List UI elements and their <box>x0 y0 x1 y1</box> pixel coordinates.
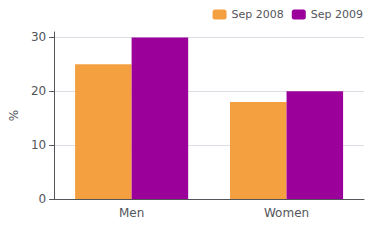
svg-text:30: 30 <box>31 30 46 44</box>
svg-text:20: 20 <box>31 84 46 98</box>
svg-text:Sep 2009: Sep 2009 <box>311 8 363 21</box>
svg-text:%: % <box>7 110 21 121</box>
svg-text:0: 0 <box>39 192 47 206</box>
svg-text:10: 10 <box>31 138 46 152</box>
svg-text:Sep 2008: Sep 2008 <box>232 8 284 21</box>
svg-text:Men: Men <box>119 206 144 220</box>
svg-text:Women: Women <box>264 206 309 220</box>
